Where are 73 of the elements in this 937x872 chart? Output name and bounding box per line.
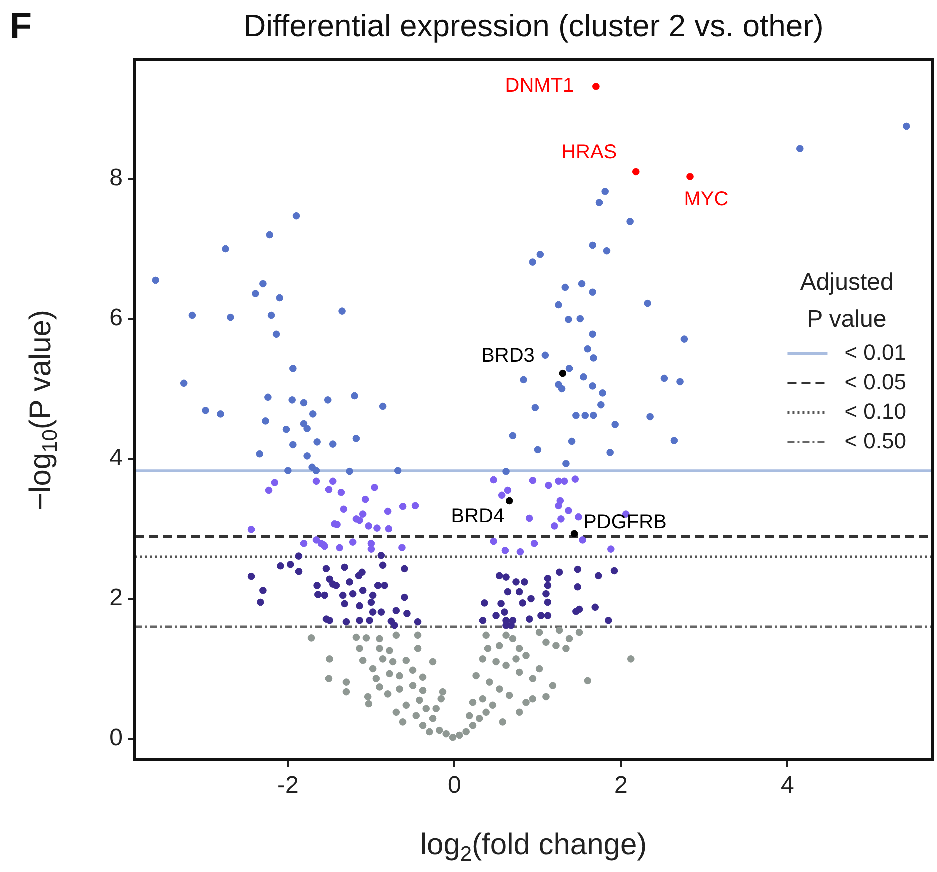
- point: [516, 548, 524, 556]
- point: [550, 522, 558, 530]
- point: [555, 502, 562, 510]
- x-tick-label: -2: [278, 772, 299, 800]
- y-tick-label: 6: [110, 304, 123, 332]
- point: [271, 479, 279, 486]
- legend-label: < 0.05: [844, 369, 907, 394]
- point: [530, 540, 538, 548]
- point: [329, 478, 337, 486]
- point: [565, 507, 572, 514]
- annotation: DNMT1: [505, 75, 574, 98]
- annotation: BRD4: [451, 506, 505, 528]
- x-tick-label: 0: [448, 772, 462, 800]
- point: [300, 540, 308, 548]
- chart-title: Differential expression (cluster 2 vs. other): [244, 8, 824, 44]
- point: [529, 477, 537, 484]
- point: [570, 530, 578, 538]
- annotation: HRAS: [562, 142, 618, 164]
- point: [559, 370, 567, 378]
- y-tick-label: 2: [110, 584, 123, 612]
- x-tick-label: 4: [780, 772, 794, 800]
- point: [398, 544, 406, 552]
- point: [340, 506, 348, 514]
- y-tick-label: 4: [110, 444, 123, 472]
- point: [265, 486, 273, 494]
- legend-label: < 0.10: [844, 398, 907, 424]
- point: [608, 546, 615, 553]
- point: [575, 513, 582, 521]
- text: F: [10, 4, 32, 46]
- point: [555, 478, 562, 486]
- annotation: PDGFRB: [584, 511, 667, 534]
- y-tick-label: 0: [110, 724, 123, 752]
- legend-label: < 0.50: [844, 428, 907, 454]
- point: [498, 492, 506, 500]
- point: [579, 536, 587, 544]
- point: [385, 525, 393, 533]
- point: [312, 536, 320, 544]
- point: [502, 547, 510, 554]
- point: [248, 526, 256, 534]
- point: [336, 544, 344, 552]
- point: [365, 522, 373, 530]
- legend-title: Adjusted P value: [800, 269, 894, 334]
- point: [504, 486, 512, 494]
- point: [368, 546, 376, 553]
- point: [412, 502, 420, 510]
- point: [371, 484, 378, 492]
- point: [356, 516, 364, 524]
- annotation: BRD3: [482, 345, 535, 368]
- point: [359, 510, 367, 518]
- point: [384, 508, 392, 516]
- point: [526, 514, 534, 522]
- annotation: MYC: [684, 188, 729, 210]
- y-axis-title: −log10(P value): [24, 310, 62, 510]
- point: [560, 478, 568, 486]
- point: [374, 524, 381, 532]
- point: [338, 488, 346, 496]
- legend-label: < 0.01: [844, 340, 907, 365]
- point: [592, 82, 600, 90]
- point: [686, 173, 694, 181]
- point: [490, 538, 498, 546]
- point: [632, 168, 640, 176]
- x-tick-label: 2: [614, 772, 628, 800]
- point: [325, 486, 333, 494]
- point: [558, 516, 565, 523]
- point: [399, 502, 407, 510]
- point: [362, 496, 370, 504]
- point: [349, 538, 357, 546]
- y-tick-label: 8: [110, 164, 123, 192]
- point: [312, 478, 320, 486]
- point: [506, 497, 514, 505]
- point: [572, 476, 580, 483]
- point: [545, 482, 552, 490]
- point: [490, 476, 498, 484]
